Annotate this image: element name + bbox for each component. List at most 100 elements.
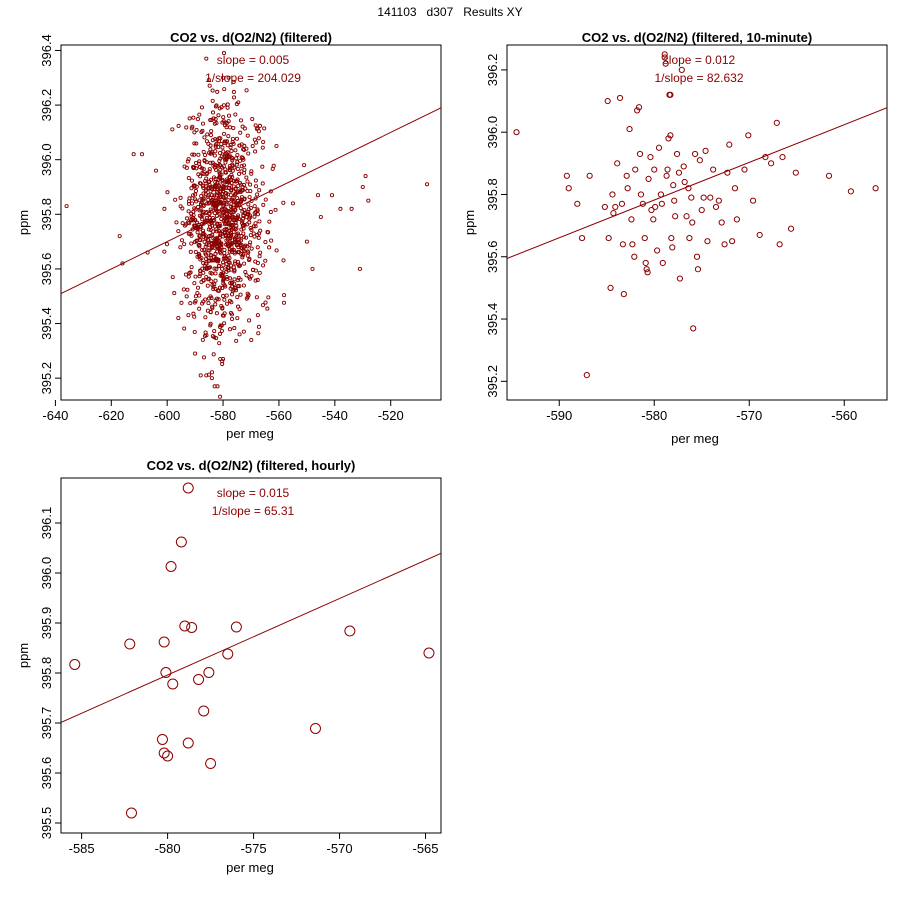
data-point	[192, 330, 197, 335]
data-point	[227, 166, 232, 171]
inverse-slope-annotation: 1/slope = 204.029	[205, 71, 301, 85]
data-point	[197, 198, 202, 203]
data-point	[191, 218, 196, 223]
data-point	[669, 244, 676, 251]
data-point	[274, 248, 279, 253]
data-point	[237, 143, 242, 148]
data-point	[217, 150, 223, 156]
data-point	[227, 167, 232, 173]
data-point	[239, 195, 244, 200]
data-point	[203, 252, 209, 257]
data-point	[201, 196, 206, 201]
x-tick-label: -590	[546, 408, 572, 423]
data-point	[236, 216, 241, 221]
data-point	[228, 125, 233, 130]
data-point	[162, 206, 167, 211]
data-point	[670, 182, 677, 189]
y-axis-label: ppm	[16, 210, 31, 235]
data-point	[243, 269, 248, 275]
data-point	[217, 106, 222, 111]
data-point	[235, 316, 240, 321]
data-point	[200, 170, 205, 176]
data-point	[231, 95, 237, 100]
data-point	[712, 203, 720, 211]
data-point	[218, 163, 223, 168]
data-point	[238, 130, 243, 135]
y-tick-label: 395.8	[39, 198, 54, 231]
data-point	[242, 210, 247, 215]
data-point	[256, 331, 261, 336]
data-point	[290, 201, 295, 206]
data-point	[237, 332, 242, 337]
data-point	[237, 171, 242, 176]
data-point	[203, 234, 209, 239]
data-point	[192, 314, 197, 319]
data-point	[741, 166, 748, 173]
data-point	[215, 288, 220, 293]
data-point	[220, 178, 225, 183]
y-tick-label: 395.8	[485, 178, 500, 211]
data-point	[198, 207, 203, 212]
data-point	[215, 384, 220, 389]
data-point	[238, 189, 243, 194]
data-point	[221, 131, 227, 136]
data-point	[273, 207, 278, 212]
data-point	[629, 241, 636, 248]
data-point	[227, 217, 233, 222]
data-point	[642, 259, 649, 267]
data-point	[200, 211, 205, 216]
data-point	[213, 137, 218, 142]
data-point	[208, 147, 213, 152]
data-point	[232, 326, 237, 331]
data-point	[651, 166, 658, 173]
data-point	[125, 807, 137, 819]
data-point	[178, 195, 183, 200]
data-point	[229, 267, 234, 272]
data-point	[245, 295, 250, 300]
data-point	[153, 168, 159, 173]
data-point	[255, 212, 261, 217]
data-point	[694, 266, 702, 273]
data-point	[686, 234, 693, 242]
data-point	[240, 216, 245, 221]
data-point	[215, 257, 220, 262]
data-point	[204, 373, 209, 378]
data-point	[211, 229, 216, 234]
data-point	[188, 270, 193, 275]
data-point	[175, 536, 187, 548]
data-point	[267, 245, 272, 250]
data-point	[231, 265, 236, 270]
data-point	[213, 242, 218, 247]
data-point	[232, 261, 238, 266]
data-point	[260, 181, 265, 186]
x-axis-label: per meg	[226, 426, 274, 441]
data-point	[193, 274, 198, 279]
data-point	[245, 253, 250, 258]
data-point	[637, 191, 645, 198]
data-point	[172, 291, 177, 296]
data-point	[206, 265, 212, 270]
data-point	[224, 293, 229, 298]
data-point	[265, 229, 270, 235]
data-point	[583, 371, 590, 379]
data-point	[225, 276, 230, 281]
y-axis-label: ppm	[16, 643, 31, 668]
data-point	[202, 158, 207, 163]
x-tick-label: -620	[98, 408, 124, 423]
y-tick-label: 396.2	[485, 54, 500, 87]
data-point	[226, 75, 231, 80]
data-point	[210, 98, 215, 103]
data-point	[228, 310, 234, 315]
data-point	[182, 326, 187, 331]
data-point	[240, 255, 245, 260]
data-point	[217, 139, 222, 144]
data-point	[210, 138, 215, 143]
data-point	[257, 219, 262, 224]
data-point	[201, 167, 206, 172]
data-point	[238, 158, 243, 163]
data-point	[605, 234, 612, 242]
data-point	[224, 269, 229, 274]
data-point	[715, 197, 722, 204]
data-point	[256, 136, 261, 141]
data-point	[190, 215, 196, 220]
